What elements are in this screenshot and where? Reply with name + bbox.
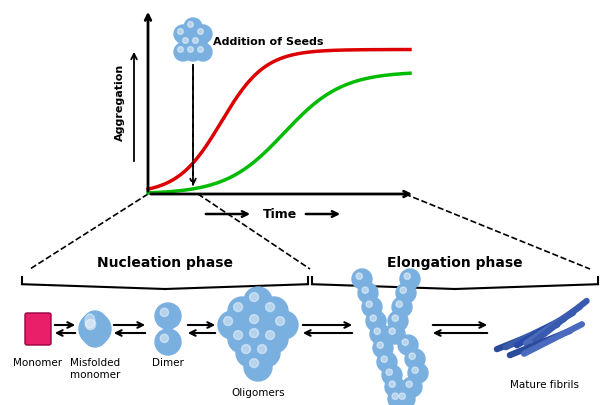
Circle shape (358, 284, 378, 303)
Circle shape (352, 269, 372, 289)
Circle shape (244, 287, 272, 315)
Circle shape (412, 367, 419, 373)
Circle shape (218, 311, 246, 339)
Circle shape (396, 284, 416, 303)
Circle shape (160, 309, 169, 317)
Circle shape (188, 47, 193, 53)
Circle shape (244, 323, 272, 351)
Circle shape (244, 309, 272, 337)
Circle shape (409, 353, 416, 360)
Ellipse shape (85, 314, 95, 328)
Circle shape (178, 47, 183, 53)
Circle shape (356, 273, 362, 280)
Circle shape (244, 353, 272, 381)
Circle shape (257, 345, 267, 354)
Circle shape (398, 335, 418, 355)
Circle shape (362, 287, 368, 294)
Ellipse shape (81, 311, 109, 347)
Text: Elongation phase: Elongation phase (387, 256, 523, 269)
Circle shape (377, 352, 397, 372)
Circle shape (234, 331, 243, 340)
Circle shape (382, 365, 402, 385)
Circle shape (252, 339, 280, 367)
Text: Nucleation phase: Nucleation phase (97, 256, 233, 269)
Circle shape (189, 35, 207, 53)
Circle shape (385, 377, 405, 397)
Circle shape (188, 23, 193, 28)
Circle shape (386, 369, 392, 375)
Circle shape (194, 44, 212, 62)
Text: Time: Time (263, 208, 297, 221)
Text: Mature fibrils: Mature fibrils (511, 379, 579, 389)
Circle shape (377, 342, 383, 349)
Circle shape (155, 329, 181, 355)
Circle shape (174, 44, 192, 62)
Circle shape (197, 30, 204, 35)
Circle shape (404, 273, 410, 280)
Circle shape (389, 381, 395, 388)
Circle shape (155, 303, 181, 329)
Circle shape (392, 315, 398, 322)
Circle shape (388, 389, 408, 405)
Circle shape (385, 324, 405, 344)
Circle shape (249, 293, 259, 302)
Circle shape (374, 328, 381, 335)
Circle shape (184, 44, 202, 62)
Circle shape (192, 38, 199, 44)
Circle shape (224, 317, 232, 326)
Circle shape (366, 301, 373, 308)
Circle shape (260, 325, 288, 353)
Circle shape (178, 30, 183, 35)
Circle shape (265, 331, 275, 340)
Circle shape (276, 317, 284, 326)
Circle shape (79, 313, 111, 345)
Circle shape (179, 35, 197, 53)
Circle shape (399, 393, 405, 399)
Circle shape (366, 311, 386, 331)
Circle shape (408, 363, 428, 383)
Text: Dimer: Dimer (152, 357, 184, 367)
Circle shape (392, 393, 398, 399)
Circle shape (396, 301, 402, 308)
Circle shape (228, 297, 256, 325)
Circle shape (270, 311, 298, 339)
Circle shape (405, 349, 425, 369)
Circle shape (183, 38, 188, 44)
Circle shape (388, 311, 408, 331)
Circle shape (184, 19, 202, 37)
Circle shape (174, 26, 192, 44)
Text: Misfolded
monomer: Misfolded monomer (70, 357, 120, 379)
Text: Aggregation: Aggregation (115, 64, 125, 141)
Circle shape (392, 297, 412, 317)
Circle shape (260, 297, 288, 325)
Text: Oligomers: Oligomers (231, 387, 285, 397)
Circle shape (228, 325, 256, 353)
Circle shape (400, 269, 420, 289)
Circle shape (381, 356, 387, 362)
Circle shape (249, 315, 259, 324)
Circle shape (234, 303, 243, 312)
Circle shape (249, 359, 259, 368)
Circle shape (242, 345, 251, 354)
Circle shape (402, 339, 408, 345)
Text: Addition of Seeds: Addition of Seeds (213, 37, 324, 47)
Circle shape (249, 329, 259, 338)
Circle shape (373, 338, 393, 358)
Circle shape (370, 315, 376, 322)
Circle shape (265, 303, 275, 312)
Circle shape (395, 389, 415, 405)
Circle shape (236, 339, 264, 367)
Circle shape (362, 297, 382, 317)
Circle shape (370, 324, 390, 344)
Circle shape (197, 47, 204, 53)
FancyBboxPatch shape (25, 313, 51, 345)
Circle shape (406, 381, 413, 388)
Circle shape (160, 335, 169, 343)
Circle shape (194, 26, 212, 44)
Circle shape (402, 377, 422, 397)
Circle shape (389, 328, 395, 335)
Circle shape (400, 287, 406, 294)
Text: Monomer: Monomer (13, 357, 63, 367)
Circle shape (85, 320, 96, 330)
